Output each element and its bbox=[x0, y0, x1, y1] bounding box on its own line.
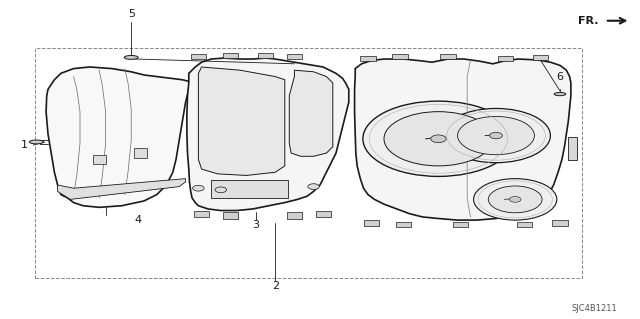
Bar bbox=[316, 211, 331, 217]
Polygon shape bbox=[355, 59, 571, 220]
Text: 3: 3 bbox=[253, 220, 259, 230]
Bar bbox=[392, 54, 408, 59]
Bar bbox=[191, 54, 206, 59]
Text: 1: 1 bbox=[21, 140, 28, 150]
Circle shape bbox=[488, 186, 542, 213]
Circle shape bbox=[215, 187, 227, 193]
Text: FR.: FR. bbox=[578, 16, 598, 26]
Circle shape bbox=[363, 101, 514, 176]
Circle shape bbox=[308, 184, 319, 189]
Bar bbox=[287, 212, 302, 219]
Polygon shape bbox=[58, 179, 186, 199]
Bar bbox=[223, 212, 238, 219]
Polygon shape bbox=[187, 58, 349, 211]
Polygon shape bbox=[289, 70, 333, 156]
Ellipse shape bbox=[124, 56, 138, 59]
Bar bbox=[35, 48, 582, 278]
Bar bbox=[134, 148, 147, 158]
Circle shape bbox=[474, 179, 557, 220]
Bar bbox=[440, 54, 456, 59]
Text: 6: 6 bbox=[557, 71, 563, 82]
Bar bbox=[93, 155, 106, 164]
Text: 2: 2 bbox=[271, 280, 279, 291]
Polygon shape bbox=[198, 67, 285, 175]
Polygon shape bbox=[46, 67, 189, 207]
Bar bbox=[396, 222, 411, 227]
Ellipse shape bbox=[554, 93, 566, 96]
Bar bbox=[552, 220, 568, 226]
Bar bbox=[211, 180, 288, 198]
Bar bbox=[223, 53, 238, 58]
Circle shape bbox=[442, 108, 550, 163]
Bar bbox=[194, 211, 209, 217]
Circle shape bbox=[490, 132, 502, 139]
Bar bbox=[360, 56, 376, 61]
Bar bbox=[568, 137, 577, 160]
Bar bbox=[517, 222, 532, 227]
Bar bbox=[364, 220, 379, 226]
Text: 4: 4 bbox=[134, 215, 141, 225]
Circle shape bbox=[509, 197, 521, 202]
Bar bbox=[453, 222, 468, 227]
Bar bbox=[258, 53, 273, 58]
Text: SJC4B1211: SJC4B1211 bbox=[572, 304, 618, 313]
Circle shape bbox=[458, 116, 534, 155]
Circle shape bbox=[384, 112, 493, 166]
Ellipse shape bbox=[29, 140, 44, 144]
Circle shape bbox=[431, 135, 446, 143]
Bar bbox=[533, 55, 548, 60]
Circle shape bbox=[193, 185, 204, 191]
Text: 5: 5 bbox=[128, 9, 134, 19]
Bar bbox=[498, 56, 513, 61]
Bar bbox=[287, 54, 302, 59]
